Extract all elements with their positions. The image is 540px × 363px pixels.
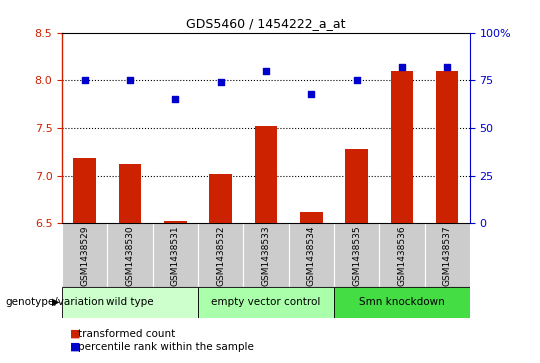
Bar	[255, 126, 277, 223]
Text: transformed count: transformed count	[78, 329, 176, 339]
Text: GSM1438530: GSM1438530	[126, 225, 134, 286]
Point	[443, 64, 451, 70]
Bar	[164, 221, 187, 223]
Text: GSM1438532: GSM1438532	[216, 225, 225, 286]
Text: GSM1438533: GSM1438533	[261, 225, 271, 286]
Point	[397, 64, 406, 70]
Bar	[73, 159, 96, 223]
Bar	[436, 71, 458, 223]
Text: Smn knockdown: Smn knockdown	[359, 297, 445, 307]
Bar	[288, 223, 334, 287]
Bar	[334, 287, 470, 318]
Text: GSM1438535: GSM1438535	[352, 225, 361, 286]
Text: GSM1438531: GSM1438531	[171, 225, 180, 286]
Bar	[210, 174, 232, 223]
Bar	[379, 223, 424, 287]
Text: ■: ■	[70, 342, 80, 352]
Bar	[119, 164, 141, 223]
Point	[126, 77, 134, 83]
Text: ■: ■	[70, 329, 80, 339]
Bar	[244, 223, 288, 287]
Bar	[390, 71, 413, 223]
Text: GSM1438537: GSM1438537	[443, 225, 451, 286]
Text: wild type: wild type	[106, 297, 154, 307]
Point	[352, 77, 361, 83]
Bar	[300, 212, 322, 223]
Point	[80, 77, 89, 83]
Title: GDS5460 / 1454222_a_at: GDS5460 / 1454222_a_at	[186, 17, 346, 30]
Text: percentile rank within the sample: percentile rank within the sample	[78, 342, 254, 352]
Text: genotype/variation: genotype/variation	[5, 297, 105, 307]
Text: ▶: ▶	[52, 297, 59, 307]
Bar	[62, 287, 198, 318]
Bar	[334, 223, 379, 287]
Bar	[62, 223, 107, 287]
Bar	[107, 223, 153, 287]
Bar	[345, 149, 368, 223]
Bar	[153, 223, 198, 287]
Point	[307, 91, 315, 97]
Text: empty vector control: empty vector control	[211, 297, 321, 307]
Text: GSM1438536: GSM1438536	[397, 225, 406, 286]
Bar	[198, 223, 244, 287]
Point	[171, 97, 180, 102]
Point	[217, 79, 225, 85]
Bar	[198, 287, 334, 318]
Text: GSM1438529: GSM1438529	[80, 225, 89, 286]
Bar	[424, 223, 470, 287]
Point	[261, 68, 270, 74]
Text: GSM1438534: GSM1438534	[307, 225, 316, 286]
